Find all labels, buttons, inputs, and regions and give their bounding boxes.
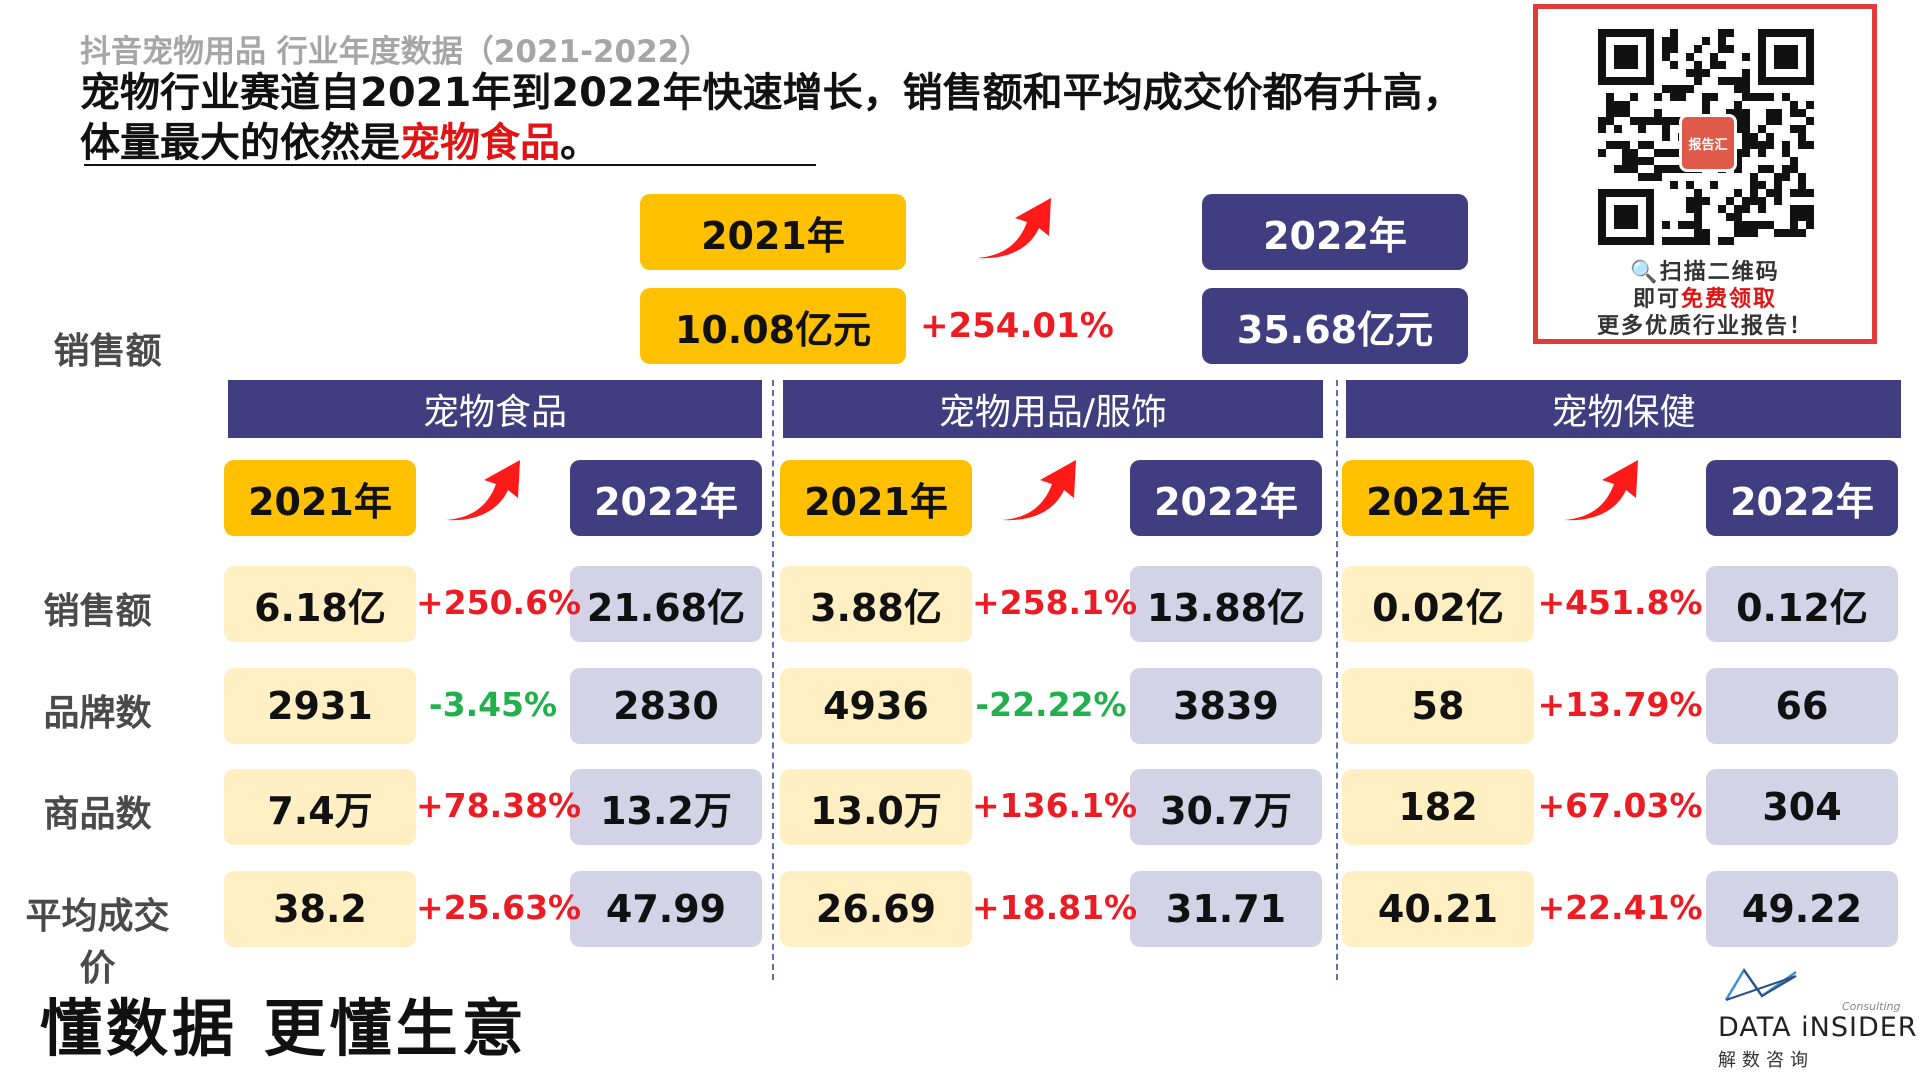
slogan: 懂数据 更懂生意 (40, 992, 528, 1065)
health-brands-growth: +13.79% (1537, 685, 1703, 724)
headline-line-2-post: 。 (560, 120, 600, 166)
supplies-brands-2022: 3839 (1130, 668, 1322, 744)
food-avg-price-2022: 47.99 (570, 871, 762, 947)
divider-1 (772, 380, 774, 980)
health-avg-price-growth: +22.41% (1537, 888, 1703, 927)
food-brands-growth: -3.45% (428, 685, 558, 724)
health-sales-2021: 0.02亿 (1342, 566, 1534, 642)
food-up-arrow-icon (446, 460, 520, 521)
health-sales-growth: +451.8% (1537, 583, 1703, 622)
supplies-avg-price-2022: 31.71 (1130, 871, 1322, 947)
qr-line-2-pre: 即可 (1632, 287, 1681, 312)
row-label-sales: 销售额 (43, 591, 152, 632)
food-avg-price-growth: +25.63% (416, 888, 582, 927)
supplies-avg-price-2021: 26.69 (780, 871, 972, 947)
supplies-up-arrow-icon (1002, 460, 1076, 521)
supplies-products-2022: 30.7万 (1130, 769, 1322, 845)
overall-up-arrow-icon (977, 198, 1051, 259)
logo-name: DATA iNSIDER (1718, 1012, 1918, 1043)
headline-highlight: 宠物食品 (400, 120, 560, 166)
qr-line-3: 更多优质行业报告！ (1596, 314, 1813, 339)
food-sales-growth: +250.6% (416, 583, 582, 622)
food-sales-2021: 6.18亿 (224, 566, 416, 642)
health-brands-2022: 66 (1706, 668, 1898, 744)
supplies-year-2022: 2022年 (1130, 460, 1322, 536)
data-insider-logo-icon (1724, 967, 1797, 1001)
health-products-2021: 182 (1342, 769, 1534, 845)
supplies-brands-growth: -22.22% (975, 685, 1127, 724)
headline-underline (84, 164, 816, 166)
category-banner-food: 宠物食品 (228, 380, 762, 438)
category-banner-supplies: 宠物用品/服饰 (783, 380, 1323, 438)
logo-cn: 解数咨询 (1718, 1050, 1814, 1071)
qr-line-2: 即可免费领取 (1538, 281, 1872, 313)
supplies-sales-2021: 3.88亿 (780, 566, 972, 642)
food-sales-2022: 21.68亿 (570, 566, 762, 642)
qr-promo-box[interactable]: 报告汇 🔍扫描二维码 即可免费领取 更多优质行业报告！ (1533, 4, 1877, 344)
supplies-year-2021: 2021年 (780, 460, 972, 536)
row-label-avg-price: 平均成交价 (25, 896, 170, 989)
headline-line-2: 体量最大的依然是宠物食品。 (80, 118, 1463, 168)
health-avg-price-2022: 49.22 (1706, 871, 1898, 947)
food-brands-2021: 2931 (224, 668, 416, 744)
health-brands-2021: 58 (1342, 668, 1534, 744)
overall-row-label: 销售额 (53, 331, 162, 372)
health-products-growth: +67.03% (1537, 786, 1703, 825)
page-subtitle: 抖音宠物用品 行业年度数据（2021-2022） (80, 34, 711, 70)
food-brands-2022: 2830 (570, 668, 762, 744)
overall-value-2021: 10.08亿元 (640, 288, 906, 364)
health-avg-price-2021: 40.21 (1342, 871, 1534, 947)
food-products-2022: 13.2万 (570, 769, 762, 845)
category-banner-health: 宠物保健 (1346, 380, 1901, 438)
row-label-products: 商品数 (43, 794, 152, 835)
food-avg-price-2021: 38.2 (224, 871, 416, 947)
health-up-arrow-icon (1564, 460, 1638, 521)
health-year-2022: 2022年 (1706, 460, 1898, 536)
supplies-products-growth: +136.1% (972, 786, 1138, 825)
overall-value-2022: 35.68亿元 (1202, 288, 1468, 364)
divider-2 (1336, 380, 1338, 980)
headline-line-1: 宠物行业赛道自2021年到2022年快速增长，销售额和平均成交价都有升高， (80, 70, 1463, 116)
supplies-products-2021: 13.0万 (780, 769, 972, 845)
row-label-brands: 品牌数 (43, 693, 152, 734)
supplies-sales-growth: +258.1% (972, 583, 1138, 622)
food-products-growth: +78.38% (416, 786, 582, 825)
qr-line-1: 🔍扫描二维码 (1630, 260, 1780, 285)
health-year-2021: 2021年 (1342, 460, 1534, 536)
overall-year-2022: 2022年 (1202, 194, 1468, 270)
qr-line-2-highlight: 免费领取 (1681, 287, 1778, 312)
health-sales-2022: 0.12亿 (1706, 566, 1898, 642)
supplies-brands-2021: 4936 (780, 668, 972, 744)
food-year-2022: 2022年 (570, 460, 762, 536)
supplies-avg-price-growth: +18.81% (972, 888, 1138, 927)
overall-year-2021: 2021年 (640, 194, 906, 270)
qr-badge: 报告汇 (1679, 114, 1737, 172)
overall-growth: +254.01% (920, 306, 1114, 346)
supplies-sales-2022: 13.88亿 (1130, 566, 1322, 642)
food-products-2021: 7.4万 (224, 769, 416, 845)
headline-line-2-pre: 体量最大的依然是 (80, 120, 400, 166)
page-headline: 宠物行业赛道自2021年到2022年快速增长，销售额和平均成交价都有升高， 体量… (80, 68, 1463, 168)
logo-consulting: Consulting (1842, 1000, 1901, 1013)
food-year-2021: 2021年 (224, 460, 416, 536)
health-products-2022: 304 (1706, 769, 1898, 845)
